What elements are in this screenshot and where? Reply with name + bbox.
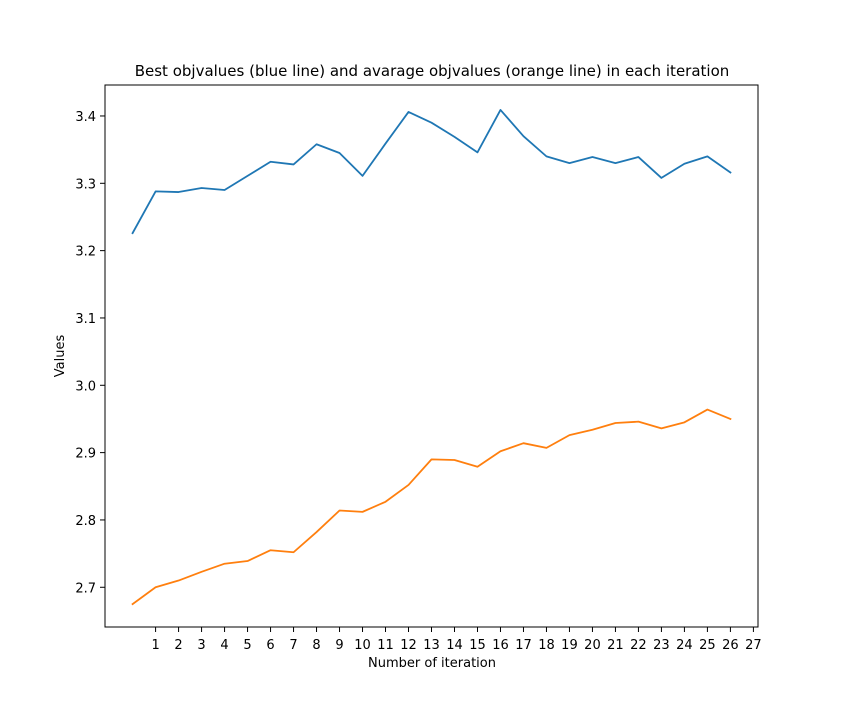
y-tick-label: 2.8 xyxy=(75,514,96,529)
x-tick-label: 12 xyxy=(400,638,417,653)
y-tick-label: 3.3 xyxy=(75,177,96,192)
x-tick-label: 6 xyxy=(266,638,274,653)
x-tick-label: 18 xyxy=(538,638,555,653)
x-tick-label: 3 xyxy=(197,638,205,653)
x-tick-label: 1 xyxy=(151,638,159,653)
x-tick-label: 19 xyxy=(561,638,578,653)
x-tick-label: 10 xyxy=(354,638,371,653)
y-tick-label: 3.1 xyxy=(75,312,96,327)
x-tick-label: 23 xyxy=(653,638,670,653)
y-tick-label: 2.7 xyxy=(75,581,96,596)
y-tick-label: 2.9 xyxy=(75,447,96,462)
x-tick-label: 13 xyxy=(423,638,440,653)
x-axis-label: Number of iteration xyxy=(368,656,496,671)
x-tick-label: 25 xyxy=(699,638,716,653)
series-lines xyxy=(131,109,732,606)
x-tick-label: 26 xyxy=(722,638,739,653)
x-tick-label: 22 xyxy=(630,638,647,653)
average-objvalues-line xyxy=(131,408,732,606)
x-tick-label: 24 xyxy=(676,638,693,653)
x-axis: 1 2 3 4 5 6 7 8 9 10 11 12 13 14 15 16 17 18 19 20 21 22 23 24 2… xyxy=(151,627,762,653)
x-tick-label: 7 xyxy=(289,638,297,653)
x-tick-label: 8 xyxy=(312,638,320,653)
x-tick-label: 11 xyxy=(377,638,394,653)
x-tick-label: 21 xyxy=(607,638,624,653)
x-tick-label: 9 xyxy=(335,638,343,653)
y-tick-label: 3.4 xyxy=(75,110,96,125)
y-tick-label: 3.0 xyxy=(75,379,96,394)
x-tick-label: 27 xyxy=(745,638,762,653)
x-tick-label: 17 xyxy=(515,638,532,653)
x-tick-label: 5 xyxy=(243,638,251,653)
chart-title: Best objvalues (blue line) and avarage o… xyxy=(135,62,730,80)
y-axis-label: Values xyxy=(53,335,68,378)
y-axis: 2.7 2.8 2.9 3.0 3.1 3.2 3.3 3.4 xyxy=(75,110,105,596)
y-tick-label: 3.2 xyxy=(75,245,96,260)
best-objvalues-line xyxy=(131,109,732,235)
x-tick-label: 15 xyxy=(469,638,486,653)
x-tick-label: 14 xyxy=(446,638,463,653)
x-tick-label: 2 xyxy=(174,638,182,653)
x-tick-label: 16 xyxy=(492,638,509,653)
x-tick-label: 20 xyxy=(584,638,601,653)
x-tick-label: 4 xyxy=(220,638,228,653)
